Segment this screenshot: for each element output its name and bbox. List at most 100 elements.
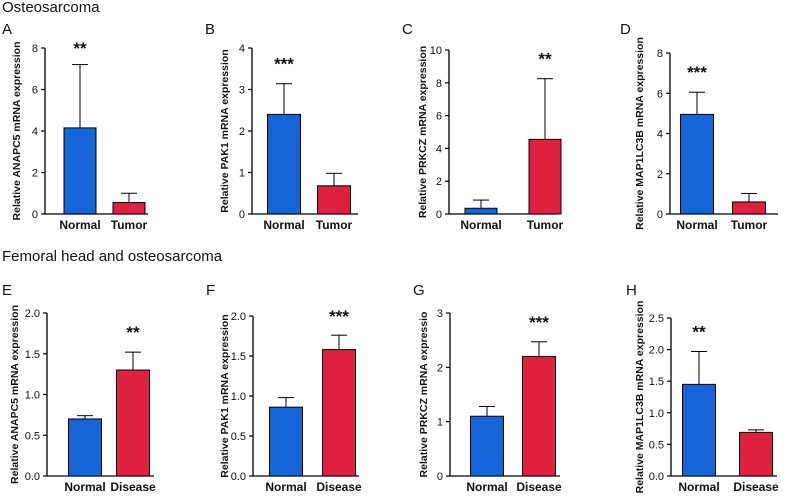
x-tick-label-e-1: Disease [110,480,156,494]
y-tick-label-a: 6 [32,85,38,97]
y-tick-label-a: 4 [32,126,38,138]
x-tick-label-b-1: Tumor [316,218,353,232]
y-tick-label-d: 4 [657,129,663,141]
y-tick-label-e: 0.0 [25,471,40,483]
y-tick-label-b: 3 [239,85,245,97]
y-tick-label-b: 2 [239,126,245,138]
y-tick-label-h: 1.5 [649,376,664,388]
y-axis-title-a: Relative ANAPC5 mRNA expression [11,42,23,221]
x-tick-label-a-0: Normal [59,218,100,232]
y-tick-label-c: 0 [436,209,442,221]
bar-f-disease [322,349,356,477]
panel-label-a: A [2,21,12,38]
x-tick-label-f-1: Disease [316,480,362,494]
y-tick-label-h: 1.0 [649,408,664,420]
y-axis-title-d: Relative MAP1LC3B mRNA expression [634,37,646,230]
panel-label-f: F [206,282,215,299]
bar-h-disease [739,431,773,477]
panel-label-e: E [2,282,12,299]
y-tick-label-e: 1.0 [25,390,40,402]
bar-h-normal [682,383,716,477]
y-axis-title-f: Relative PAK1 mRNA expression [219,314,231,477]
significance-stars-c: ** [538,50,552,69]
y-tick-label-e: 1.5 [25,349,40,361]
y-tick-label-f: 0.5 [231,431,246,443]
y-tick-label-c: 2 [436,176,442,188]
panel-label-b: B [205,21,215,38]
y-axis-title-e: Relative ANAPC5 mRNA expression [9,305,21,484]
y-tick-label-d: 6 [657,88,663,100]
y-axis-title-c: Relative PRKCZ mRNA expression [417,46,429,218]
y-tick-label-c: 8 [436,78,442,90]
significance-stars-b: *** [274,55,294,74]
x-tick-label-e-0: Normal [64,480,105,494]
bar-a-normal [63,127,97,215]
y-tick-label-c: 10 [430,45,442,57]
x-tick-label-d-0: Normal [676,218,717,232]
y-tick-label-f: 2.0 [231,311,246,323]
y-tick-label-g: 2 [437,362,443,374]
x-tick-label-g-1: Disease [516,480,562,494]
significance-stars-d: *** [687,63,707,82]
y-tick-label-h: 0.5 [649,439,664,451]
x-tick-label-d-1: Tumor [731,218,768,232]
bar-a-tumor [112,202,146,215]
y-tick-label-h: 2.5 [649,313,664,325]
bar-g-disease [522,355,556,477]
y-tick-label-c: 4 [436,143,442,155]
significance-stars-a: ** [73,39,87,58]
y-tick-label-b: 1 [239,168,245,180]
y-tick-label-f: 0.0 [231,471,246,483]
y-tick-label-f: 1.5 [231,351,246,363]
bar-d-normal [680,113,714,215]
y-axis-title-h: Relative MAP1LC3B mRNA expression [634,301,646,494]
bar-c-tumor [528,138,562,215]
y-tick-label-a: 8 [32,43,38,55]
x-tick-label-f-0: Normal [265,480,306,494]
bar-d-tumor [732,201,766,215]
section-title-osteosarcoma: Osteosarcoma [2,0,100,16]
panel-label-h: H [626,282,637,299]
significance-stars-e: ** [126,323,140,342]
panel-label-g: G [413,282,425,299]
y-tick-label-f: 1.0 [231,391,246,403]
y-tick-label-d: 2 [657,169,663,181]
significance-stars-g: *** [529,313,549,332]
x-tick-label-b-0: Normal [263,218,304,232]
y-tick-label-g: 0 [437,471,443,483]
y-tick-label-a: 2 [32,168,38,180]
x-tick-label-a-1: Tumor [111,218,148,232]
y-tick-label-b: 4 [239,43,245,55]
y-tick-label-d: 8 [657,48,663,60]
significance-stars-h: ** [692,322,706,341]
y-axis-title-g: Relative PRKCZ mRNA expressio [418,312,430,478]
y-tick-label-h: 0.0 [649,471,664,483]
panel-label-c: C [402,21,413,38]
y-tick-label-d: 0 [657,209,663,221]
panel-label-d: D [620,21,631,38]
x-tick-label-c-1: Tumor [527,218,564,232]
y-tick-label-b: 0 [239,209,245,221]
bar-e-disease [116,369,150,477]
bar-e-normal [68,418,102,477]
y-tick-label-e: 2.0 [25,308,40,320]
y-tick-label-g: 3 [437,308,443,320]
y-axis-title-b: Relative PAK1 mRNA expression [219,49,231,212]
y-tick-label-c: 6 [436,111,442,123]
bar-c-normal [464,207,498,215]
y-tick-label-a: 0 [32,209,38,221]
x-tick-label-h-1: Disease [733,480,779,494]
y-tick-label-h: 2.0 [649,345,664,357]
y-tick-label-g: 1 [437,417,443,429]
section-title-femoral-head: Femoral head and osteosarcoma [2,248,223,265]
significance-stars-f: *** [329,307,349,326]
bar-b-normal [267,113,301,215]
x-tick-label-h-0: Normal [678,480,719,494]
bar-g-normal [470,415,504,477]
bar-f-normal [269,406,303,477]
x-tick-label-g-0: Normal [466,480,507,494]
x-tick-label-c-0: Normal [460,218,501,232]
bar-b-tumor [317,185,351,215]
y-tick-label-e: 0.5 [25,430,40,442]
